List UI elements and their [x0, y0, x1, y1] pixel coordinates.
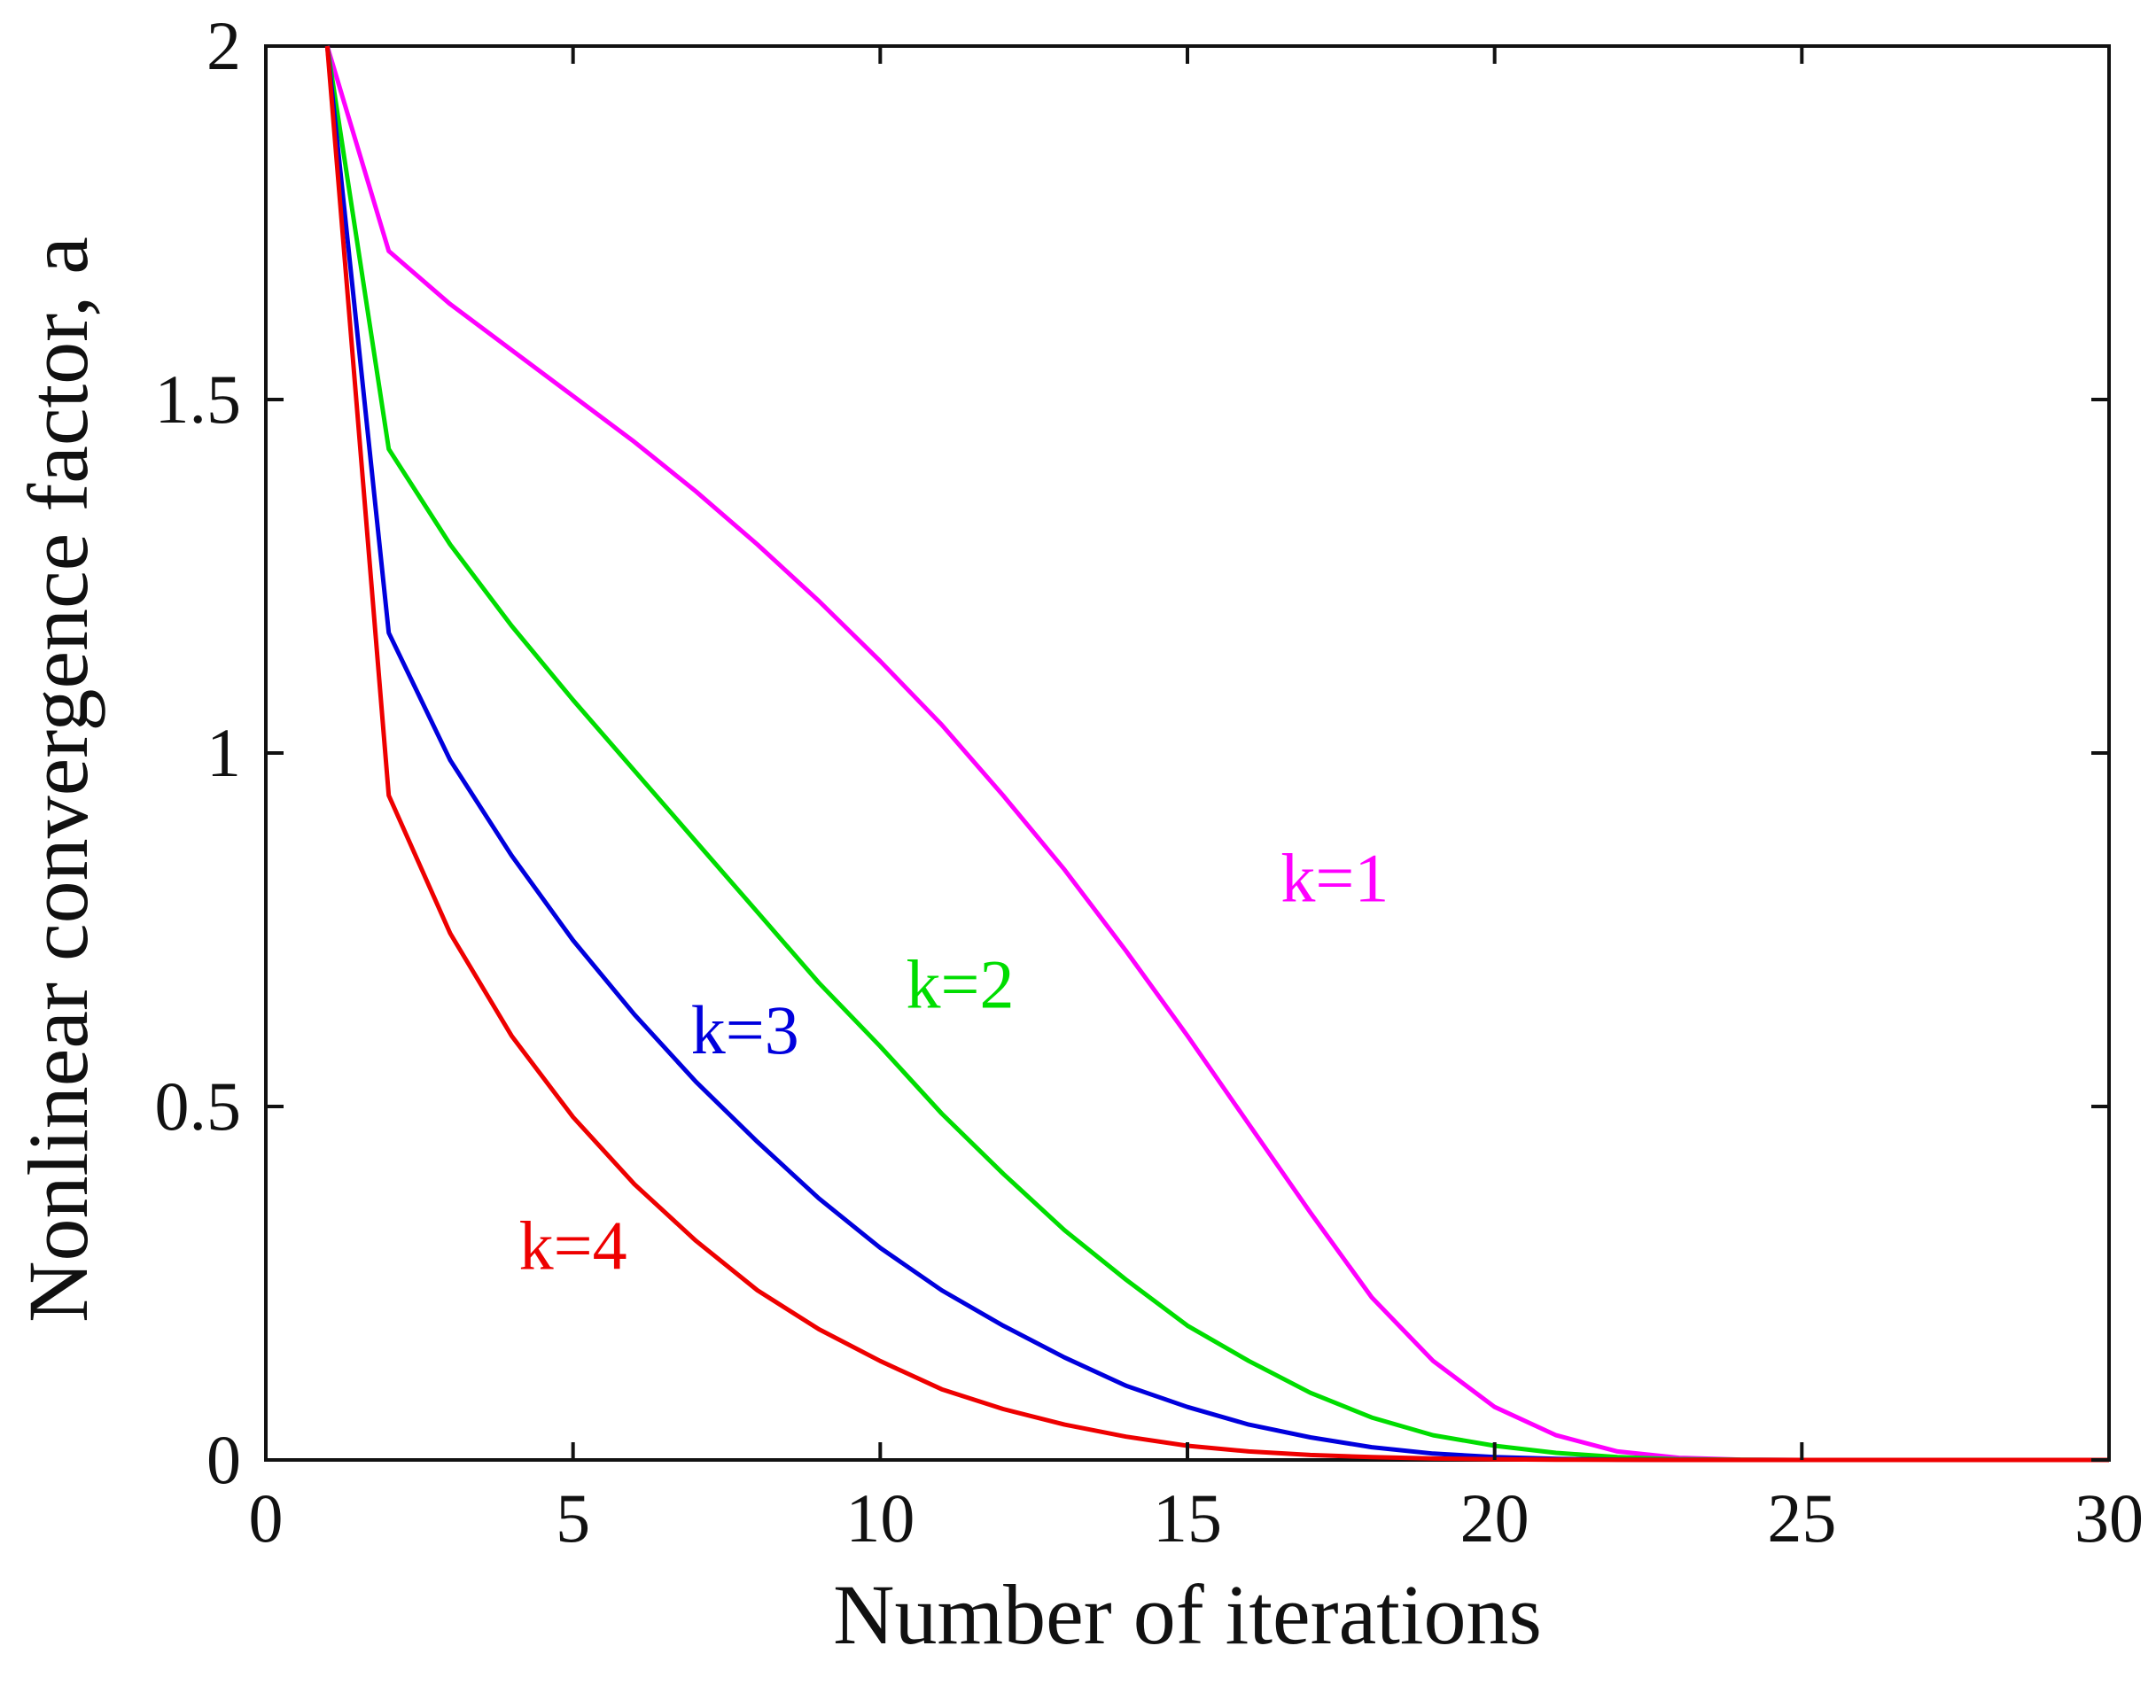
y-tick-label: 1.5 — [155, 361, 242, 438]
y-tick-label: 1 — [206, 714, 241, 791]
x-axis-label: Number of iterations — [833, 1567, 1542, 1662]
x-tick-label: 30 — [2074, 1479, 2144, 1557]
y-axis-label: Nonlinear convergence factor, a — [11, 237, 105, 1323]
series-annotation-k-3: k=3 — [691, 991, 799, 1068]
x-tick-label: 15 — [1153, 1479, 1222, 1557]
series-annotation-k-1: k=1 — [1280, 840, 1389, 917]
x-tick-label: 0 — [249, 1479, 284, 1557]
y-tick-label: 2 — [206, 7, 241, 84]
x-tick-label: 5 — [556, 1479, 590, 1557]
x-tick-label: 25 — [1767, 1479, 1836, 1557]
x-tick-label: 20 — [1460, 1479, 1529, 1557]
ticks-layer: 0 5 10 15 20 25 30 0 0.5 1 1.5 2 — [155, 7, 2144, 1557]
series-annotation-k-2: k=2 — [906, 945, 1014, 1022]
series-line-k-4 — [324, 45, 2109, 1463]
series-layer — [324, 45, 2109, 1463]
series-annotation-k-4: k=4 — [519, 1207, 627, 1285]
y-tick-label: 0.5 — [155, 1068, 242, 1145]
x-tick-label: 10 — [845, 1479, 915, 1557]
labels-layer: k=1 k=2 k=3 k=4 — [519, 840, 1389, 1285]
y-tick-label: 0 — [206, 1421, 241, 1498]
